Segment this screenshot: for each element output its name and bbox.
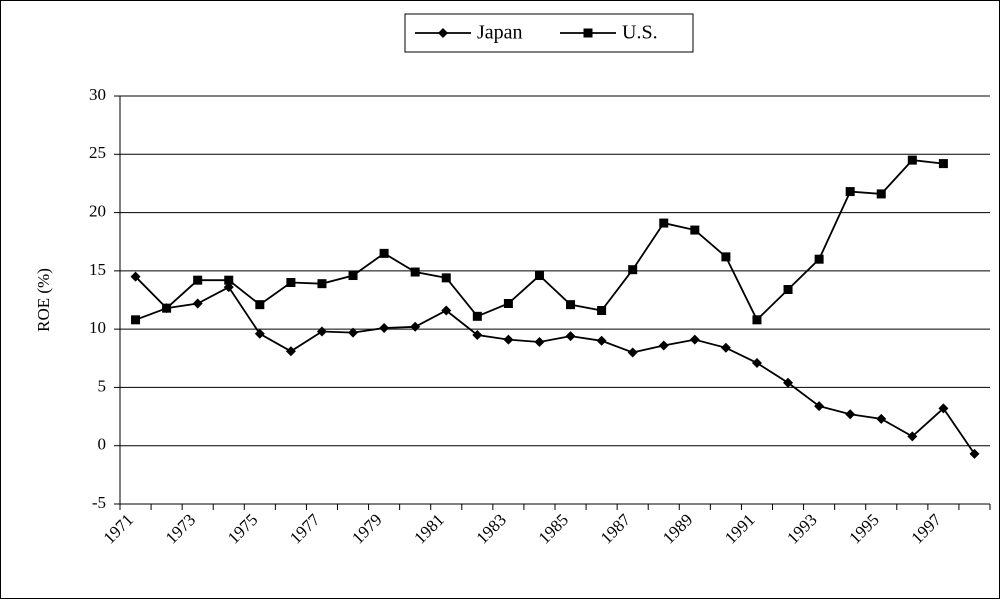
point bbox=[130, 271, 141, 282]
point bbox=[472, 329, 483, 340]
point bbox=[814, 254, 824, 264]
point bbox=[689, 334, 700, 345]
point bbox=[286, 278, 296, 288]
point bbox=[503, 298, 513, 308]
point bbox=[131, 315, 141, 325]
point bbox=[534, 271, 544, 281]
point bbox=[845, 409, 856, 420]
point bbox=[472, 311, 482, 321]
point bbox=[783, 285, 793, 295]
point bbox=[845, 187, 855, 197]
point bbox=[597, 305, 607, 315]
y-axis-label: ROE (%) bbox=[34, 268, 53, 332]
point bbox=[690, 225, 700, 235]
point bbox=[192, 298, 203, 309]
y-tick-label: 10 bbox=[89, 318, 106, 337]
point bbox=[410, 267, 420, 277]
point bbox=[659, 218, 669, 228]
point bbox=[876, 189, 886, 199]
y-tick-label: -5 bbox=[92, 493, 106, 512]
point bbox=[224, 275, 234, 285]
point bbox=[907, 431, 918, 442]
point bbox=[783, 377, 794, 388]
point bbox=[876, 413, 887, 424]
series-line bbox=[134, 276, 976, 455]
point bbox=[317, 279, 327, 289]
point bbox=[628, 265, 638, 275]
point bbox=[658, 340, 669, 351]
point bbox=[410, 321, 421, 332]
point bbox=[566, 300, 576, 310]
y-tick-label: 30 bbox=[89, 85, 106, 104]
point bbox=[720, 342, 731, 353]
point bbox=[255, 300, 265, 310]
point bbox=[907, 155, 917, 165]
point bbox=[627, 347, 638, 358]
legend-label: U.S. bbox=[622, 22, 658, 44]
point bbox=[534, 336, 545, 347]
point bbox=[379, 322, 390, 333]
point bbox=[814, 401, 825, 412]
point bbox=[162, 303, 172, 313]
y-tick-label: 20 bbox=[89, 201, 106, 220]
point bbox=[348, 327, 359, 338]
point bbox=[969, 448, 980, 459]
point bbox=[938, 403, 949, 414]
point bbox=[441, 305, 452, 316]
point bbox=[441, 273, 451, 283]
point bbox=[751, 357, 762, 368]
point bbox=[316, 326, 327, 337]
y-tick-label: 25 bbox=[89, 143, 106, 162]
point bbox=[193, 275, 203, 285]
y-tick-label: 5 bbox=[98, 376, 107, 395]
point bbox=[438, 28, 448, 38]
point bbox=[285, 346, 296, 357]
point bbox=[752, 315, 762, 325]
point bbox=[348, 271, 358, 281]
point bbox=[938, 159, 948, 169]
y-tick-label: 15 bbox=[89, 260, 106, 279]
point bbox=[596, 335, 607, 346]
point bbox=[583, 28, 593, 38]
point bbox=[379, 248, 389, 258]
point bbox=[503, 334, 514, 345]
y-tick-label: 0 bbox=[98, 435, 107, 454]
legend-label: Japan bbox=[477, 22, 523, 44]
point bbox=[565, 331, 576, 342]
point bbox=[721, 252, 731, 262]
point bbox=[254, 328, 265, 339]
